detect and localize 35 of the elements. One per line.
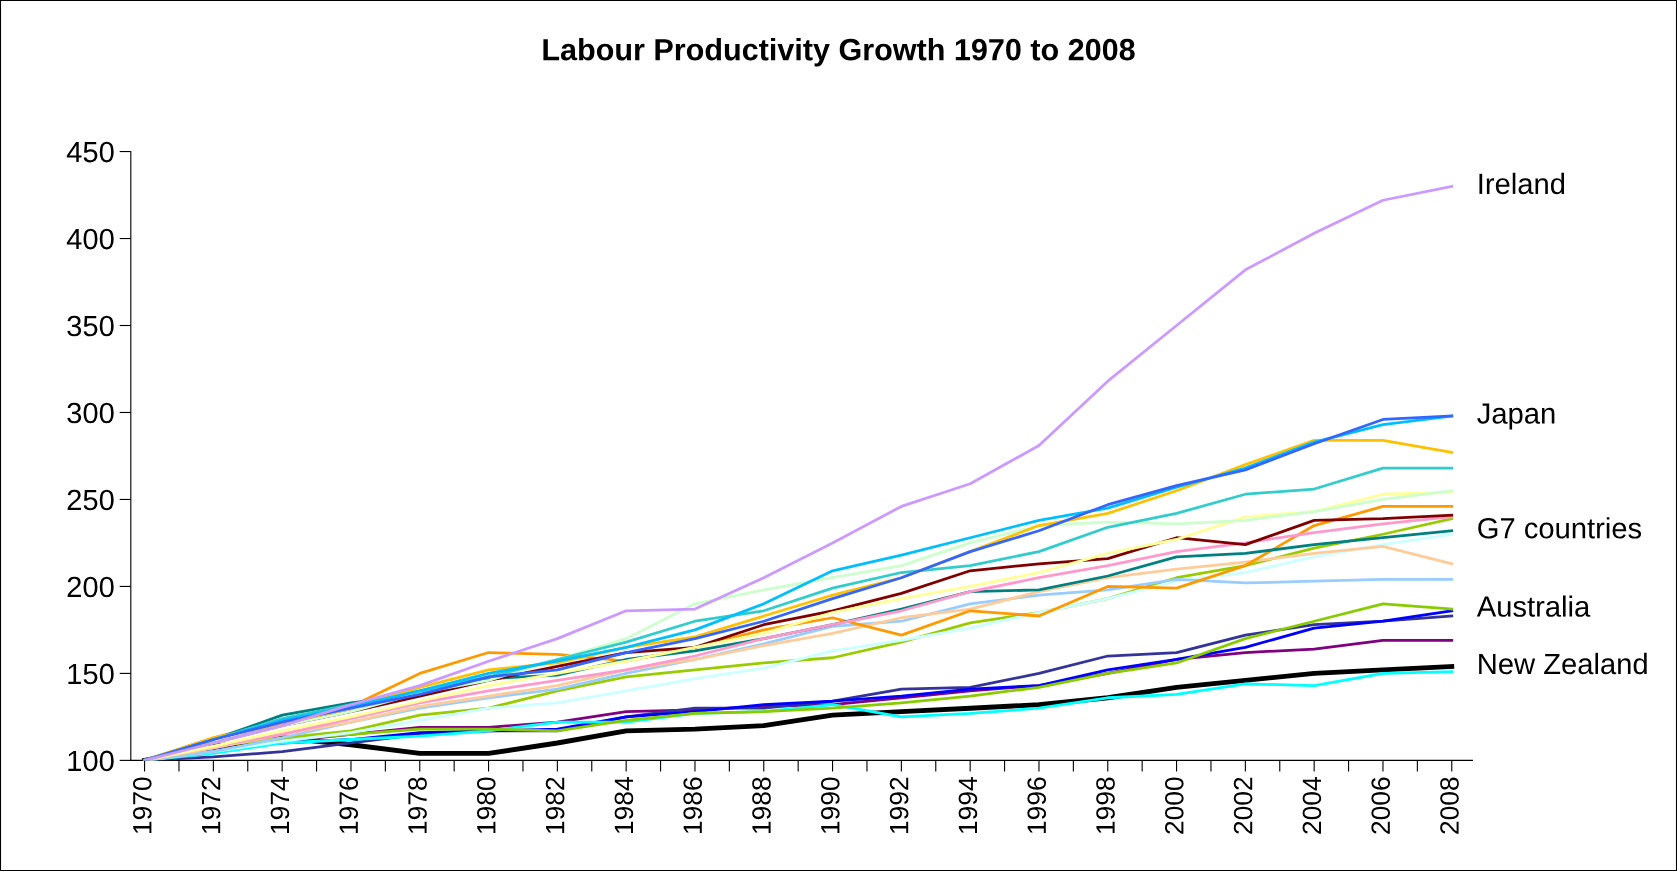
x-tick-label: 2004	[1302, 777, 1322, 834]
x-tick-label: 1982	[545, 777, 565, 834]
y-tick-label: 200	[67, 576, 114, 598]
x-tick-label: 1972	[201, 777, 221, 834]
y-tick-label: 300	[67, 402, 114, 424]
x-tick-label: 1994	[958, 777, 978, 834]
x-tick-label: 1974	[270, 777, 290, 834]
series-label: G7 countries	[1478, 517, 1642, 539]
series-label: New Zealand	[1479, 652, 1647, 675]
x-tick-label: 1996	[1027, 777, 1047, 834]
y-tick-label: 350	[67, 315, 114, 337]
series-label: Japan	[1477, 403, 1555, 430]
x-tick-label: 1984	[614, 777, 634, 834]
x-tick-label: 1980	[476, 777, 496, 834]
y-tick-label: 400	[66, 228, 114, 250]
x-tick-label: 1976	[339, 777, 359, 834]
chart-title: Labour Productivity Growth 1970 to 2008	[543, 38, 1135, 67]
y-tick-label: 100	[68, 750, 114, 772]
y-tick-label: 450	[66, 141, 114, 163]
x-tick-label: 2006	[1371, 777, 1391, 834]
x-tick-label: 1990	[820, 777, 840, 834]
x-tick-label: 1998	[1096, 777, 1115, 834]
x-tick-label: 1988	[752, 777, 771, 834]
y-tick-label: 150	[68, 663, 114, 685]
line-series	[143, 184, 1454, 761]
x-tick-label: 2000	[1164, 777, 1184, 834]
series-label: Ireland	[1479, 172, 1565, 195]
x-tick-label: 1986	[683, 777, 703, 834]
x-tick-label: 1970	[132, 777, 152, 834]
x-tick-label: 2008	[1440, 777, 1459, 834]
x-tick-label: 1978	[408, 777, 427, 834]
y-tick-label: 250	[67, 489, 114, 511]
x-tick-label: 1992	[889, 777, 909, 834]
series-label: Australia	[1476, 595, 1591, 617]
x-tick-label: 2002	[1233, 777, 1253, 834]
